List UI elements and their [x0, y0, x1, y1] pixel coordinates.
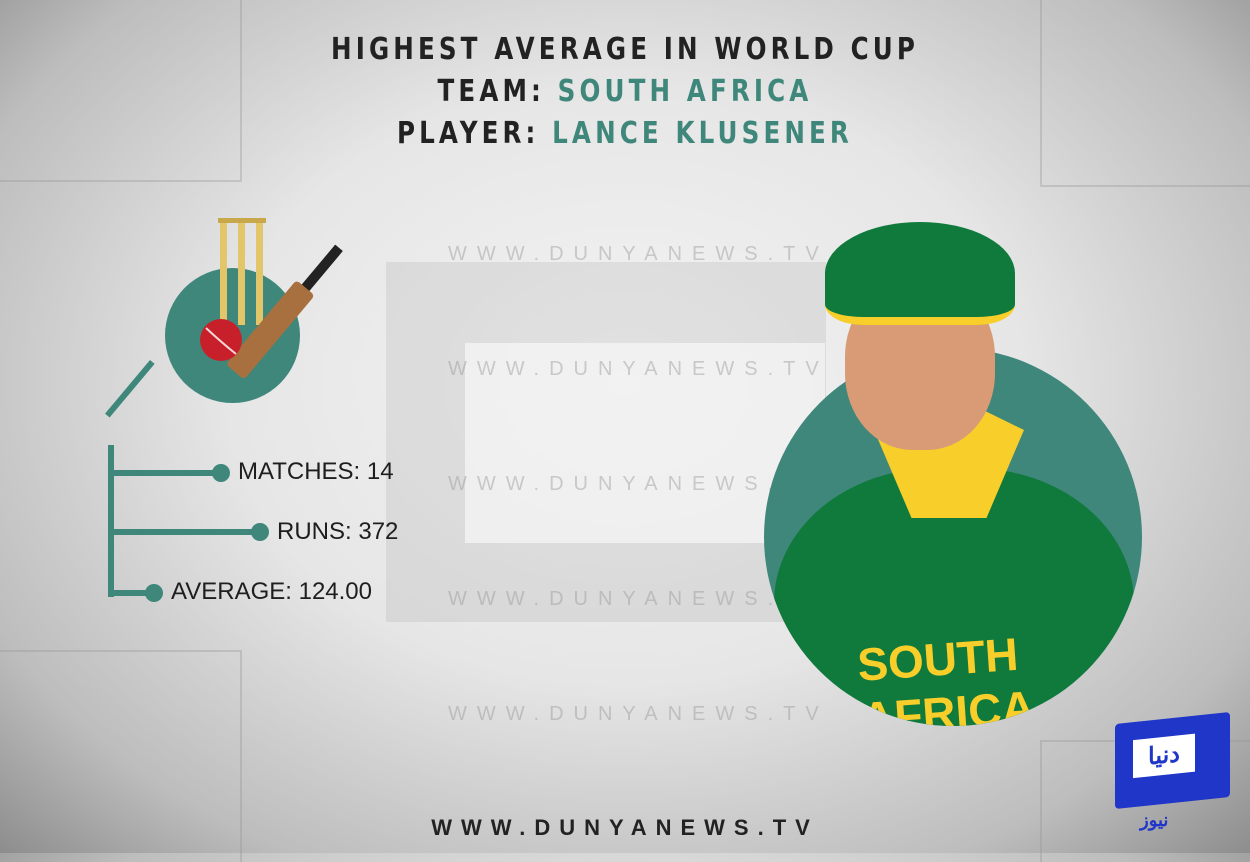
jersey-text: SOUTH AFRICA: [855, 627, 1037, 726]
dunya-news-logo: دنیا: [1115, 711, 1230, 810]
stat-runs: RUNS: 372: [277, 518, 399, 545]
connector-line: [108, 445, 114, 597]
connector-line: [108, 529, 260, 535]
player-photo: SOUTH AFRICA: [764, 348, 1142, 726]
watermark-text: WWW.DUNYANEWS.TV: [448, 473, 829, 495]
bullet-dot: [251, 523, 269, 541]
team-value: SOUTH AFRICA: [557, 74, 813, 109]
decor-frame: [0, 0, 242, 182]
team-line: TEAM: SOUTH AFRICA: [113, 70, 1138, 114]
watermark-text: WWW.DUNYANEWS.TV: [448, 243, 829, 265]
watermark-text: WWW.DUNYANEWS.TV: [448, 358, 829, 380]
player-cap: [825, 222, 1015, 325]
stat-matches: MATCHES: 14: [238, 458, 394, 485]
stat-average: AVERAGE: 124.00: [171, 578, 372, 605]
player-value: LANCE KLUSENER: [552, 116, 853, 151]
team-label: TEAM:: [437, 74, 545, 109]
player-label: PLAYER:: [397, 116, 540, 151]
logo-text: دنیا: [1133, 733, 1195, 779]
bullet-dot: [212, 464, 230, 482]
watermark-text: WWW.DUNYANEWS.TV: [448, 588, 829, 610]
logo-subtext: نیوز: [1140, 810, 1169, 830]
bullet-dot: [145, 584, 163, 602]
player-line: PLAYER: LANCE KLUSENER: [113, 112, 1138, 156]
decor-frame: [0, 650, 242, 862]
connector-line: [108, 470, 220, 476]
connector-line: [108, 590, 153, 596]
page-title: HIGHEST AVERAGE IN WORLD CUP: [331, 32, 919, 67]
watermark-text: WWW.DUNYANEWS.TV: [448, 703, 829, 725]
footer-url: WWW.DUNYANEWS.TV: [431, 815, 819, 840]
decor-frame: [1040, 0, 1250, 187]
connector-line: [105, 360, 155, 418]
cricket-bat-ball-stumps-icon: [200, 218, 343, 379]
